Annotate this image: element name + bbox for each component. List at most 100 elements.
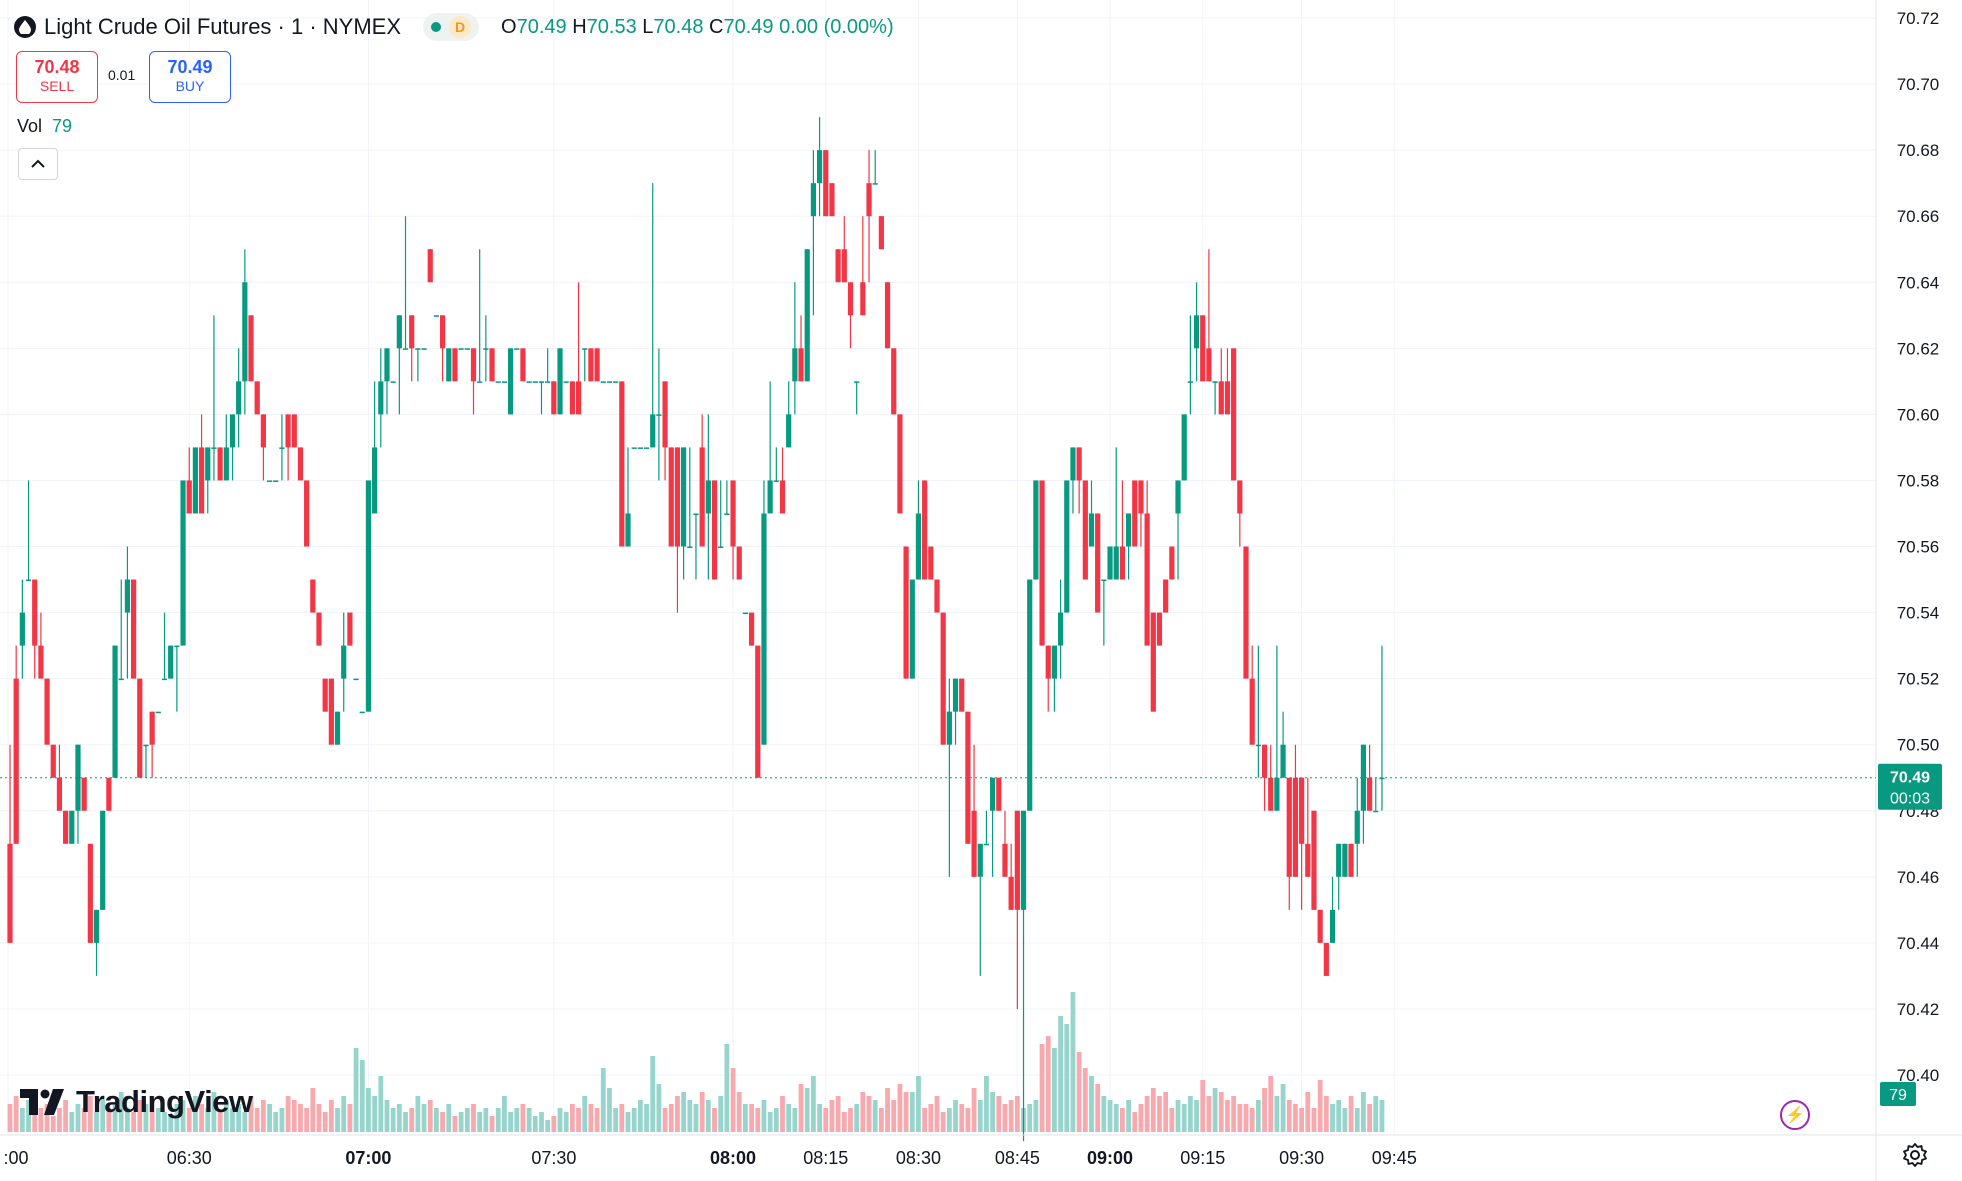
candle bbox=[1002, 810, 1008, 877]
symbol-header[interactable]: Light Crude Oil Futures · 1 · NYMEX D O7… bbox=[14, 10, 894, 44]
volume-bar bbox=[1330, 1104, 1335, 1132]
volume-bar bbox=[780, 1096, 785, 1132]
candle bbox=[1224, 348, 1231, 415]
candle bbox=[520, 348, 526, 382]
volume-bar bbox=[1002, 1104, 1008, 1132]
volume-bar bbox=[1361, 1092, 1366, 1132]
volume-bar bbox=[625, 1112, 631, 1132]
candle bbox=[75, 744, 81, 844]
volume-bar bbox=[545, 1120, 551, 1132]
candle bbox=[44, 678, 50, 745]
candle bbox=[526, 381, 532, 383]
volume-bar bbox=[87, 1096, 93, 1132]
time-axis[interactable]: :00 06:30 07:00 07:30 08:00 08:15 08:30 08:45 09… bbox=[0, 1134, 1962, 1168]
candle bbox=[847, 282, 854, 349]
volume-bar bbox=[977, 1100, 983, 1132]
volume-bar bbox=[607, 1088, 612, 1132]
candle bbox=[390, 381, 396, 383]
volume-bar bbox=[236, 1104, 242, 1132]
buy-button[interactable]: 70.49 BUY bbox=[149, 51, 231, 103]
candle bbox=[786, 381, 792, 448]
sell-button[interactable]: 70.48 SELL bbox=[16, 51, 98, 103]
candle bbox=[582, 348, 588, 382]
volume-bar bbox=[267, 1104, 272, 1132]
candle bbox=[63, 810, 69, 844]
volume-bar bbox=[909, 1092, 915, 1132]
volume-bar bbox=[817, 1104, 822, 1132]
candle bbox=[32, 579, 38, 679]
candle bbox=[1113, 447, 1119, 580]
candle bbox=[1237, 480, 1243, 547]
volume-bar bbox=[1058, 1016, 1063, 1132]
candle bbox=[464, 348, 470, 350]
candle bbox=[1274, 645, 1280, 811]
candle bbox=[983, 810, 990, 846]
volume-bar bbox=[446, 1104, 452, 1132]
volume-bar bbox=[316, 1104, 322, 1132]
volume-bar bbox=[644, 1104, 649, 1132]
volume-bar bbox=[959, 1104, 965, 1132]
candle bbox=[829, 183, 835, 217]
y-tick-label: 70.68 bbox=[1897, 141, 1940, 160]
candle bbox=[736, 546, 742, 580]
volume-bar bbox=[63, 1100, 69, 1132]
volume-bar bbox=[199, 1104, 204, 1132]
candle bbox=[643, 447, 650, 449]
volume-bar bbox=[211, 1092, 217, 1132]
candle bbox=[1200, 315, 1206, 382]
volume-bar bbox=[273, 1112, 279, 1132]
volume-legend[interactable]: Vol 79 bbox=[17, 116, 72, 137]
volume-bar bbox=[1144, 1096, 1150, 1132]
price-axis[interactable]: 70.72 70.70 70.68 70.66 70.64 70.62 70.60 70.58… bbox=[1875, 0, 1940, 1181]
candle bbox=[854, 381, 860, 415]
volume-bar bbox=[335, 1108, 340, 1132]
volume-bar bbox=[965, 1108, 971, 1132]
candle bbox=[50, 744, 56, 778]
volume-bar bbox=[1150, 1088, 1156, 1132]
volume-bar bbox=[1367, 1104, 1372, 1132]
candle bbox=[1138, 480, 1144, 547]
volume-bar bbox=[1286, 1100, 1292, 1132]
candle bbox=[1193, 282, 1200, 382]
symbol-title[interactable]: Light Crude Oil Futures · 1 · NYMEX bbox=[44, 14, 402, 39]
candle bbox=[495, 381, 501, 383]
candle bbox=[897, 414, 903, 514]
collapse-legend-button[interactable] bbox=[18, 148, 58, 180]
candle bbox=[1292, 744, 1299, 877]
candle bbox=[922, 480, 928, 580]
tradingview-logo[interactable]: TradingView bbox=[20, 1084, 253, 1120]
volume-bar bbox=[1194, 1100, 1199, 1132]
volume-bar bbox=[681, 1092, 687, 1132]
volume-bar bbox=[557, 1108, 563, 1132]
candle bbox=[1175, 480, 1181, 580]
volume-bar bbox=[7, 1104, 13, 1132]
candle bbox=[674, 447, 681, 613]
gear-icon[interactable] bbox=[1902, 1142, 1928, 1168]
lightning-icon[interactable]: ⚡ bbox=[1780, 1100, 1810, 1130]
candle bbox=[1212, 381, 1218, 415]
candle bbox=[792, 282, 798, 415]
volume-bar bbox=[353, 1048, 359, 1132]
candle bbox=[19, 579, 25, 679]
candle bbox=[149, 711, 155, 778]
volume-bar bbox=[421, 1104, 427, 1132]
volume-bar bbox=[860, 1092, 866, 1132]
last-volume-value: 79 bbox=[1889, 1087, 1907, 1104]
candle bbox=[1132, 480, 1138, 547]
market-status[interactable]: D bbox=[423, 13, 480, 41]
candle bbox=[1379, 645, 1385, 811]
candle bbox=[1360, 744, 1367, 844]
volume-bar bbox=[1089, 1076, 1094, 1132]
oil-drop-icon bbox=[14, 16, 36, 38]
candle bbox=[143, 744, 149, 778]
candle bbox=[600, 381, 606, 383]
candle bbox=[1070, 447, 1076, 514]
volume-bar bbox=[205, 1108, 211, 1132]
volume-bar bbox=[1082, 1068, 1088, 1132]
candle bbox=[588, 348, 594, 382]
candle bbox=[872, 150, 878, 185]
candle bbox=[625, 447, 631, 547]
volume-bar bbox=[532, 1116, 538, 1132]
volume-bar bbox=[217, 1112, 223, 1132]
